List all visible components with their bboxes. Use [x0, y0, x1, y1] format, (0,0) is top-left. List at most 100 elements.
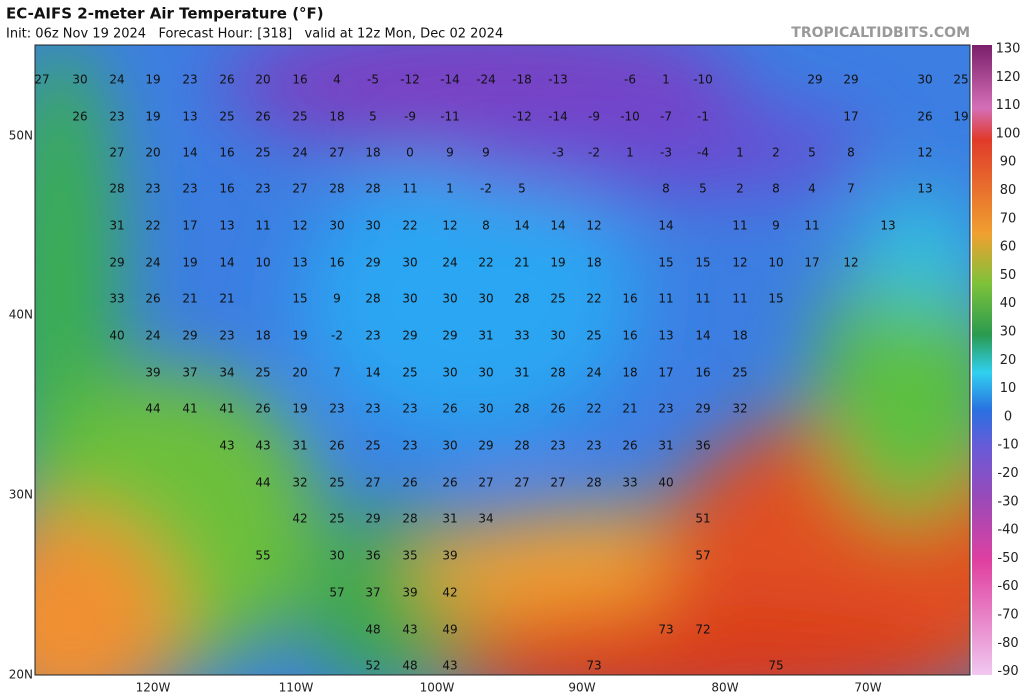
temperature-value: 51	[695, 512, 710, 526]
temperature-value: 9	[446, 146, 454, 160]
temperature-value: -2	[331, 329, 343, 343]
temperature-value: 29	[843, 73, 858, 87]
temperature-value: 29	[402, 329, 417, 343]
temperature-value: 14	[695, 329, 710, 343]
temperature-value: 31	[658, 439, 673, 453]
temperature-value: 23	[329, 402, 344, 416]
temperature-value: -18	[512, 73, 532, 87]
temperature-value: 11	[255, 219, 270, 233]
temperature-value: 21	[219, 292, 234, 306]
temperature-value: -3	[552, 146, 564, 160]
temperature-value: 13	[658, 329, 673, 343]
temperature-value: 1	[626, 146, 634, 160]
temperature-value: 28	[365, 292, 380, 306]
temperature-value: 31	[514, 366, 529, 380]
temperature-value: 23	[550, 439, 565, 453]
temperature-value: 15	[768, 292, 783, 306]
colorbar-label: -40	[997, 523, 1018, 538]
temperature-value: 22	[478, 256, 493, 270]
colorbar-label: 50	[1000, 268, 1017, 283]
title: EC-AIFS 2-meter Air Temperature (°F)	[6, 5, 324, 23]
temperature-value: 29	[807, 73, 822, 87]
temperature-value: 24	[145, 256, 160, 270]
temperature-value: 15	[292, 292, 307, 306]
lon-label: 120W	[136, 681, 171, 695]
temperature-value: 8	[482, 219, 490, 233]
temperature-value: -2	[588, 146, 600, 160]
colorbar-label: 40	[1000, 296, 1017, 311]
temperature-value: 25	[550, 292, 565, 306]
temperature-value: 30	[550, 329, 565, 343]
temperature-value: 24	[586, 366, 601, 380]
temperature-value: 28	[586, 476, 601, 490]
lat-label: 20N	[9, 668, 33, 682]
temperature-value: 26	[622, 439, 637, 453]
colorbar-label: 100	[996, 126, 1021, 141]
temperature-value: 27	[292, 182, 307, 196]
temperature-value: 7	[847, 182, 855, 196]
temperature-value: 33	[514, 329, 529, 343]
temperature-value: 7	[333, 366, 341, 380]
colorbar-label: 90	[1000, 155, 1017, 170]
temperature-value: 18	[732, 329, 747, 343]
temperature-value: 27	[329, 146, 344, 160]
temperature-value: 16	[219, 182, 234, 196]
temperature-value: 23	[219, 329, 234, 343]
temperature-field	[35, 45, 970, 675]
temperature-value: 20	[255, 73, 270, 87]
temperature-value: 26	[329, 439, 344, 453]
temperature-value: 28	[109, 182, 124, 196]
temperature-value: 11	[695, 292, 710, 306]
temperature-value: 0	[406, 146, 414, 160]
temperature-value: 8	[662, 182, 670, 196]
temperature-value: -1	[697, 110, 709, 124]
temperature-value: 48	[365, 623, 380, 637]
temperature-value: 29	[182, 329, 197, 343]
temperature-value: 12	[843, 256, 858, 270]
temperature-value: 42	[442, 586, 457, 600]
colorbar-label: 110	[996, 98, 1021, 113]
colorbar-label: 20	[1000, 353, 1017, 368]
temperature-value: 26	[255, 110, 270, 124]
temperature-value: 8	[772, 182, 780, 196]
temperature-value: 5	[518, 182, 526, 196]
temperature-value: 22	[402, 219, 417, 233]
temperature-value: 26	[402, 476, 417, 490]
temperature-value: 13	[292, 256, 307, 270]
temperature-value: 14	[365, 366, 380, 380]
temperature-value: 11	[804, 219, 819, 233]
temperature-value: 23	[109, 110, 124, 124]
temperature-value: 24	[292, 146, 307, 160]
temperature-value: 19	[292, 329, 307, 343]
temperature-value: 39	[402, 586, 417, 600]
temperature-value: 33	[622, 476, 637, 490]
temperature-value: -12	[400, 73, 420, 87]
temperature-value: 2	[736, 182, 744, 196]
temperature-value: 25	[953, 73, 968, 87]
temperature-value: 23	[365, 402, 380, 416]
temperature-value: 14	[550, 219, 565, 233]
temperature-value: 23	[402, 439, 417, 453]
temperature-value: 30	[478, 292, 493, 306]
temperature-value: 13	[917, 182, 932, 196]
temperature-value: 31	[478, 329, 493, 343]
temperature-value: 37	[365, 586, 380, 600]
temperature-value: 39	[145, 366, 160, 380]
temperature-value: 4	[808, 182, 816, 196]
lat-label: 30N	[9, 488, 33, 502]
temperature-value: -9	[404, 110, 416, 124]
temperature-value: 1	[736, 146, 744, 160]
temperature-value: 28	[365, 182, 380, 196]
temperature-value: 18	[329, 110, 344, 124]
temperature-value: 31	[109, 219, 124, 233]
temperature-value: 34	[478, 512, 493, 526]
temperature-value: 27	[550, 476, 565, 490]
colorbar-label: -60	[997, 579, 1018, 594]
colorbar-label: -10	[997, 438, 1018, 453]
source: TROPICALTIDBITS.COM	[791, 25, 970, 41]
temperature-value: 28	[514, 292, 529, 306]
temperature-value: 25	[329, 476, 344, 490]
temperature-value: 26	[72, 110, 87, 124]
temperature-value: 48	[402, 659, 417, 673]
temperature-value: 16	[329, 256, 344, 270]
